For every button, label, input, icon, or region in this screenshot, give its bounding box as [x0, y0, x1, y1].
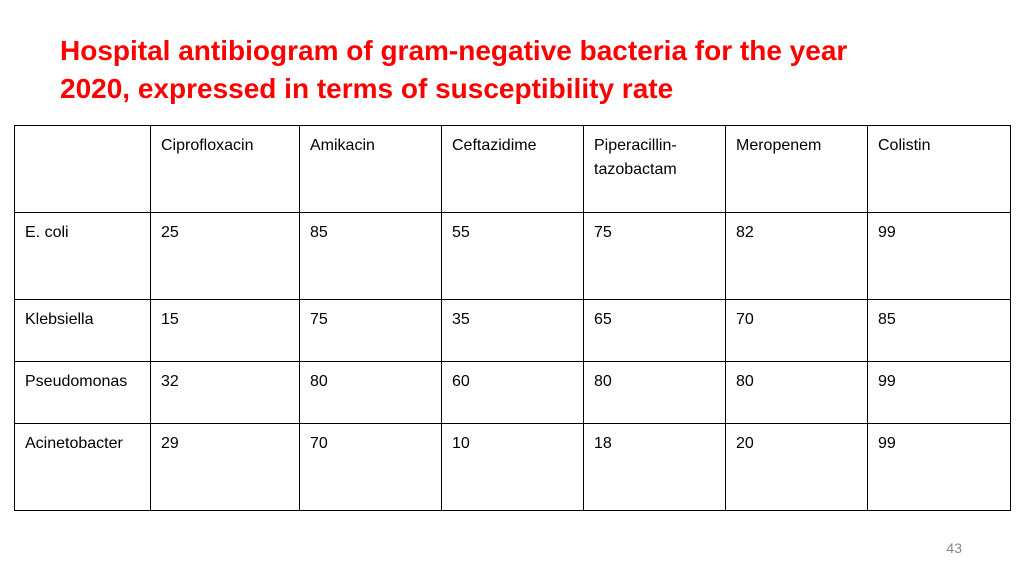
table-row: E. coli 25 85 55 75 82 99 [14, 212, 1011, 300]
value-cell: 99 [867, 212, 1011, 300]
value-cell: 60 [441, 361, 584, 424]
slide-title-line-1: Hospital antibiogram of gram-negative ba… [60, 35, 848, 66]
table-row: Acinetobacter 29 70 10 18 20 99 [14, 423, 1011, 511]
value-cell: 99 [867, 423, 1011, 511]
value-cell: 20 [725, 423, 868, 511]
value-cell: 70 [725, 299, 868, 362]
value-cell: 82 [725, 212, 868, 300]
value-cell: 65 [583, 299, 726, 362]
value-cell: 15 [150, 299, 300, 362]
column-header: Meropenem [725, 125, 868, 213]
value-cell: 55 [441, 212, 584, 300]
table-row: Klebsiella 15 75 35 65 70 85 [14, 299, 1011, 362]
value-cell: 85 [299, 212, 442, 300]
column-header: Amikacin [299, 125, 442, 213]
slide-title-line-2: 2020, expressed in terms of susceptibili… [60, 73, 674, 104]
value-cell: 35 [441, 299, 584, 362]
antibiogram-table: Ciprofloxacin Amikacin Ceftazidime Piper… [14, 125, 1011, 511]
organism-cell: E. coli [14, 212, 151, 300]
value-cell: 70 [299, 423, 442, 511]
slide-title: Hospital antibiogram of gram-negative ba… [60, 32, 960, 108]
column-header: Piperacillin- tazobactam [583, 125, 726, 213]
page-number: 43 [946, 540, 962, 556]
column-header: Colistin [867, 125, 1011, 213]
value-cell: 80 [583, 361, 726, 424]
value-cell: 18 [583, 423, 726, 511]
organism-cell: Klebsiella [14, 299, 151, 362]
value-cell: 75 [299, 299, 442, 362]
value-cell: 10 [441, 423, 584, 511]
corner-cell [14, 125, 151, 213]
value-cell: 32 [150, 361, 300, 424]
column-header: Ceftazidime [441, 125, 584, 213]
value-cell: 99 [867, 361, 1011, 424]
column-header: Ciprofloxacin [150, 125, 300, 213]
value-cell: 25 [150, 212, 300, 300]
value-cell: 80 [299, 361, 442, 424]
organism-cell: Pseudomonas [14, 361, 151, 424]
table-header-row: Ciprofloxacin Amikacin Ceftazidime Piper… [14, 125, 1011, 213]
organism-cell: Acinetobacter [14, 423, 151, 511]
value-cell: 29 [150, 423, 300, 511]
value-cell: 85 [867, 299, 1011, 362]
value-cell: 75 [583, 212, 726, 300]
value-cell: 80 [725, 361, 868, 424]
table-row: Pseudomonas 32 80 60 80 80 99 [14, 361, 1011, 424]
